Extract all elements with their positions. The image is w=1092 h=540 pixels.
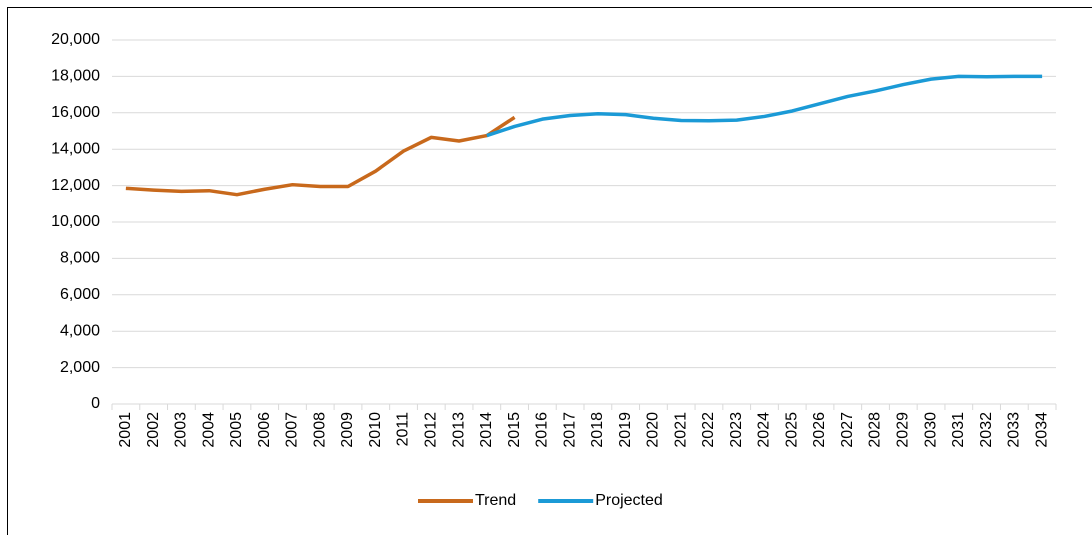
y-tick-label: 18,000: [51, 68, 100, 85]
x-tick-label: 2006: [256, 412, 273, 448]
x-tick-label: 2020: [645, 412, 662, 448]
x-tick-label: 2001: [117, 412, 134, 448]
x-tick-label: 2032: [978, 412, 995, 448]
x-tick-label: 2033: [1006, 412, 1023, 448]
legend-label: Projected: [595, 492, 663, 509]
y-tick-label: 6,000: [60, 286, 100, 303]
y-tick-label: 0: [91, 395, 100, 412]
x-tick-label: 2007: [284, 412, 301, 448]
x-tick-label: 2034: [1033, 412, 1050, 448]
x-tick-label: 2018: [589, 412, 606, 448]
x-tick-label: 2029: [895, 412, 912, 448]
series-line: [126, 117, 515, 194]
y-tick-label: 16,000: [51, 104, 100, 121]
x-tick-label: 2011: [395, 412, 412, 447]
x-tick-label: 2027: [839, 412, 856, 448]
x-tick-label: 2021: [672, 412, 689, 448]
x-tick-label: 2023: [728, 412, 745, 448]
x-tick-label: 2002: [145, 412, 162, 448]
y-tick-label: 8,000: [60, 250, 100, 267]
y-tick-label: 4,000: [60, 322, 100, 339]
x-tick-label: 2031: [950, 412, 967, 448]
chart-frame: [8, 8, 1092, 536]
x-tick-label: 2014: [478, 412, 495, 448]
x-tick-label: 2004: [200, 412, 217, 448]
y-tick-label: 20,000: [51, 31, 100, 48]
x-tick-label: 2030: [922, 412, 939, 448]
x-tick-label: 2010: [367, 412, 384, 448]
y-tick-label: 10,000: [51, 213, 100, 230]
x-tick-label: 2026: [811, 412, 828, 448]
x-tick-label: 2003: [173, 412, 190, 448]
x-tick-label: 2015: [506, 412, 523, 448]
y-tick-label: 2,000: [60, 359, 100, 376]
x-tick-label: 2024: [756, 412, 773, 448]
x-tick-label: 2025: [783, 412, 800, 448]
x-tick-label: 2012: [423, 412, 440, 448]
x-tick-label: 2017: [561, 412, 578, 448]
x-tick-label: 2013: [450, 412, 467, 448]
y-tick-label: 12,000: [51, 177, 100, 194]
x-tick-label: 2016: [534, 412, 551, 448]
x-tick-label: 2005: [228, 412, 245, 448]
series-line: [487, 76, 1042, 135]
x-tick-label: 2008: [311, 412, 328, 448]
y-tick-label: 14,000: [51, 140, 100, 157]
x-tick-label: 2028: [867, 412, 884, 448]
x-tick-label: 2022: [700, 412, 717, 448]
x-tick-label: 2009: [339, 412, 356, 448]
legend-label: Trend: [475, 492, 516, 509]
x-tick-label: 2019: [617, 412, 634, 448]
